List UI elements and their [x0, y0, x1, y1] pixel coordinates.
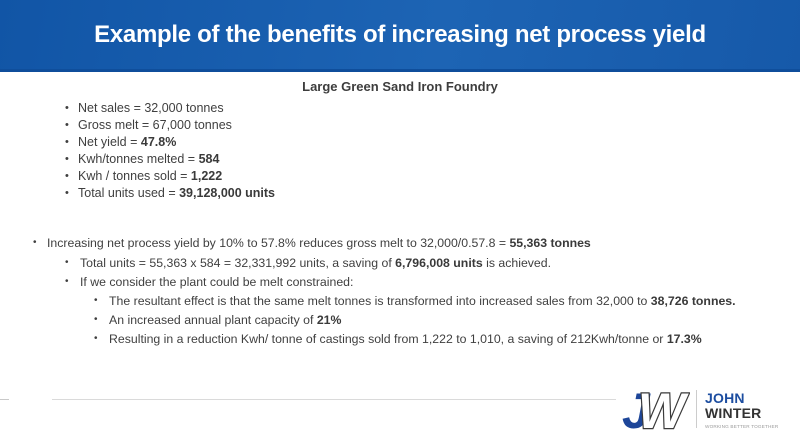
stat-text: Net sales = 32,000 tonnes [78, 101, 224, 115]
list-item: • If we consider the plant could be melt… [65, 273, 775, 291]
footer-divider-dash [0, 399, 9, 400]
bullet-icon: • [65, 170, 69, 182]
monogram-w: W [638, 387, 689, 433]
footer-divider-line [52, 399, 616, 400]
list-item: • Kwh / tonnes sold = 1,222 [65, 168, 275, 185]
bullet-icon: • [94, 295, 98, 306]
slide-header: Example of the benefits of increasing ne… [0, 0, 800, 72]
bullet-icon: • [65, 102, 69, 114]
logo-tagline: WORKING BETTER TOGETHER [705, 424, 779, 430]
bullet-icon: • [65, 257, 69, 268]
analysis-text: If we consider the plant could be melt c… [80, 275, 354, 289]
analysis-text: Resulting in a reduction Kwh/ tonne of c… [109, 332, 702, 346]
list-item: • An increased annual plant capacity of … [94, 311, 775, 329]
slide-title: Example of the benefits of increasing ne… [94, 20, 706, 48]
logo-name-winter: WINTER [705, 405, 762, 421]
subtitle: Large Green Sand Iron Foundry [302, 79, 498, 94]
bullet-icon: • [94, 333, 98, 344]
foundry-stats-list: • Net sales = 32,000 tonnes • Gross melt… [65, 100, 275, 202]
logo-name-john: JOHN [705, 390, 745, 406]
list-item: • Total units used = 39,128,000 units [65, 185, 275, 202]
bullet-icon: • [65, 187, 69, 199]
analysis-text: Total units = 55,363 x 584 = 32,331,992 … [80, 256, 552, 270]
bullet-icon: • [94, 314, 98, 325]
list-item: • The resultant effect is that the same … [94, 292, 775, 310]
analysis-list: • Increasing net process yield by 10% to… [33, 234, 775, 349]
list-item: • Net yield = 47.8% [65, 134, 275, 151]
list-item: • Kwh/tonnes melted = 584 [65, 151, 275, 168]
list-item: • Resulting in a reduction Kwh/ tonne of… [94, 330, 775, 348]
stat-text: Kwh / tonnes sold = 1,222 [78, 169, 223, 183]
bullet-icon: • [65, 153, 69, 165]
jw-monogram-icon: J W [622, 387, 690, 433]
logo-wordmark: JOHN WINTER WORKING BETTER TOGETHER [705, 387, 800, 434]
bullet-icon: • [65, 276, 69, 287]
bullet-icon: • [33, 237, 37, 248]
stat-text: Total units used = 39,128,000 units [78, 186, 276, 200]
list-item: • Net sales = 32,000 tonnes [65, 100, 275, 117]
list-item: • Increasing net process yield by 10% to… [33, 234, 775, 252]
stat-text: Net yield = 47.8% [78, 135, 177, 149]
logo-divider [696, 390, 697, 428]
stat-text: Gross melt = 67,000 tonnes [78, 118, 232, 132]
john-winter-logo: J W JOHN WINTER WORKING BETTER TOGETHER [622, 387, 800, 434]
analysis-text: An increased annual plant capacity of 21… [109, 313, 342, 327]
monogram-j: J [622, 387, 651, 433]
stat-text: Kwh/tonnes melted = 584 [78, 152, 220, 166]
bullet-icon: • [65, 119, 69, 131]
analysis-text: The resultant effect is that the same me… [109, 294, 736, 308]
bullet-icon: • [65, 136, 69, 148]
list-item: • Gross melt = 67,000 tonnes [65, 117, 275, 134]
list-item: • Total units = 55,363 x 584 = 32,331,99… [65, 254, 775, 272]
analysis-text: Increasing net process yield by 10% to 5… [47, 236, 591, 250]
